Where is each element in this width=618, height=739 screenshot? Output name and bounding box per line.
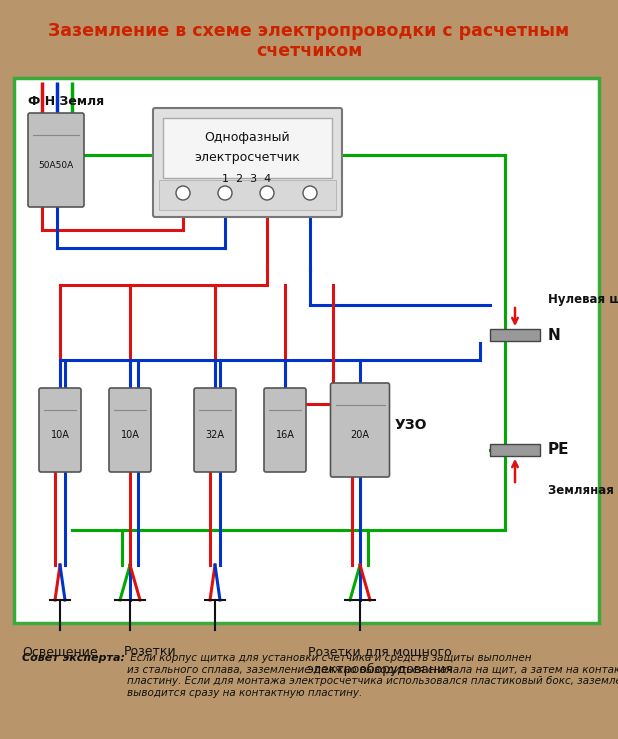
FancyBboxPatch shape [264,388,306,472]
Text: Нулевая шина: Нулевая шина [548,293,618,307]
Text: УЗО: УЗО [395,418,428,432]
Text: 16А: 16А [276,430,294,440]
Circle shape [260,186,274,200]
Text: электросчетчик: электросчетчик [194,151,300,165]
Text: N: N [548,327,561,342]
FancyBboxPatch shape [109,388,151,472]
Bar [14,645,604,733]
Circle shape [218,186,232,200]
Bar [14,78,599,623]
Text: 50А50А: 50А50А [38,160,74,169]
Text: 32А: 32А [206,430,224,440]
Text: Земляная шина: Земляная шина [548,483,618,497]
Text: Совет эксперта:: Совет эксперта: [22,653,125,663]
Bar [4,4,614,79]
Text: электрооборудования: электрооборудования [307,663,454,676]
Circle shape [303,186,317,200]
Text: Ф Н Земля: Ф Н Земля [28,95,104,108]
FancyBboxPatch shape [331,383,389,477]
Bar [490,329,540,341]
Text: 10А: 10А [51,430,69,440]
Text: Однофазный: Однофазный [204,132,290,145]
FancyBboxPatch shape [194,388,236,472]
Text: PE: PE [548,443,570,457]
Text: Освещение: Освещение [22,645,98,658]
Bar [159,180,336,210]
Text: 20А: 20А [350,430,370,440]
Text: Розетки: Розетки [124,645,176,658]
Bar [163,118,332,178]
Text: счетчиком: счетчиком [256,42,362,60]
Circle shape [176,186,190,200]
Bar [490,444,540,456]
FancyBboxPatch shape [28,113,84,207]
Text: 1  2  3  4: 1 2 3 4 [222,174,272,184]
Text: 10А: 10А [121,430,140,440]
FancyBboxPatch shape [153,108,342,217]
Text: Если корпус щитка для установки счетчика и средств защиты выполнен
из стального : Если корпус щитка для установки счетчика… [127,653,618,698]
Text: Розетки для мощного: Розетки для мощного [308,645,452,658]
FancyBboxPatch shape [39,388,81,472]
Text: Заземление в схеме электропроводки с расчетным: Заземление в схеме электропроводки с рас… [48,22,570,40]
